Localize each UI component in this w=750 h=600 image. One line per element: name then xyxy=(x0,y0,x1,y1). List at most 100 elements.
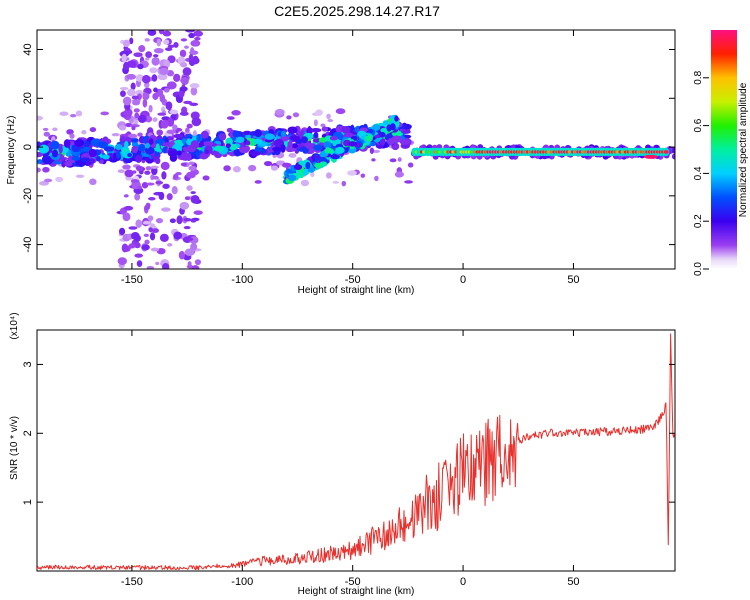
heatmap-cell xyxy=(89,178,97,186)
heatmap-cell xyxy=(156,129,164,136)
heatmap-cell xyxy=(123,61,130,71)
heatmap-cell xyxy=(145,51,153,59)
heatmap-cell xyxy=(63,139,71,148)
heatmap-cell xyxy=(180,162,187,167)
heatmap-cell xyxy=(185,127,190,133)
x-tick-label: 50 xyxy=(567,274,579,286)
heatmap-cell xyxy=(169,218,176,224)
heatmap-cell xyxy=(369,147,375,154)
y-tick-label: 20 xyxy=(22,92,34,104)
heatmap-cell xyxy=(134,193,141,201)
heatmap-cell xyxy=(191,265,200,269)
heatmap-cell xyxy=(172,124,178,131)
heatmap-cell xyxy=(370,141,376,147)
heatmap-cell xyxy=(190,242,198,251)
heatmap-cell xyxy=(37,115,44,121)
heatmap-cell xyxy=(137,132,143,137)
heatmap-cell xyxy=(123,205,134,211)
heatmap-cell xyxy=(152,117,158,122)
heatmap-cell xyxy=(168,150,178,157)
heatmap-cell xyxy=(365,135,373,142)
heatmap-cell xyxy=(371,158,376,162)
heatmap-cell xyxy=(75,110,83,117)
heatmap-cell xyxy=(102,154,110,160)
heatmap-cell xyxy=(323,141,332,149)
heatmap-cell xyxy=(75,174,85,179)
heatmap-cell xyxy=(180,38,187,42)
heatmap-cell xyxy=(88,148,97,158)
heatmap-cell xyxy=(190,86,198,96)
spectrogram-frame xyxy=(36,29,676,270)
heatmap-cell xyxy=(289,135,300,141)
heatmap-cell xyxy=(291,143,299,149)
heatmap-cell xyxy=(335,108,346,115)
heatmap-cell xyxy=(313,144,323,151)
heatmap-cell xyxy=(287,140,293,149)
heatmap-cell xyxy=(671,153,675,160)
heatmap-cell xyxy=(176,150,182,156)
heatmap-cell xyxy=(121,53,127,63)
heatmap-cell xyxy=(193,210,203,215)
heatmap-cell xyxy=(66,129,74,135)
heatmap-cell xyxy=(118,227,126,236)
heatmap-cell xyxy=(187,261,192,267)
heatmap-cell xyxy=(123,108,133,117)
y-tick-label: 40 xyxy=(22,43,34,55)
heatmap-cell xyxy=(186,123,193,129)
heatmap-cell xyxy=(162,142,171,147)
y-tick-label: -20 xyxy=(22,188,34,204)
heatmap-cell xyxy=(117,169,125,174)
heatmap-cell xyxy=(161,207,171,212)
heatmap-cell xyxy=(134,253,143,258)
heatmap-cell xyxy=(159,233,169,243)
heatmap-cell xyxy=(372,149,381,154)
heatmap-cell xyxy=(231,110,241,116)
heatmap-cell xyxy=(155,143,160,153)
heatmap-cell xyxy=(131,125,136,131)
heatmap-cell xyxy=(173,42,179,48)
colorbar-gradient xyxy=(711,30,737,269)
heatmap-cell xyxy=(128,243,136,249)
heatmap-cell xyxy=(272,146,282,152)
heatmap-cell xyxy=(71,155,81,161)
y-tick-label: 1 xyxy=(22,499,34,505)
heatmap-cell xyxy=(302,168,309,176)
heatmap-cell xyxy=(321,126,329,132)
heatmap-cell xyxy=(151,57,160,66)
heatmap-cell xyxy=(202,175,210,181)
heatmap-cell xyxy=(126,88,136,97)
heatmap-cell xyxy=(147,30,157,36)
heatmap-cell xyxy=(286,115,292,120)
heatmap-cell xyxy=(146,182,155,186)
heatmap-cell xyxy=(142,220,151,225)
heatmap-cell xyxy=(144,170,151,175)
heatmap-cell xyxy=(348,141,358,147)
heatmap-cell xyxy=(184,45,189,49)
heatmap-cell xyxy=(153,87,158,93)
heatmap-cell xyxy=(135,89,144,96)
heatmap-cell xyxy=(165,101,173,111)
heatmap-cell xyxy=(173,231,183,240)
heatmap-cell xyxy=(310,128,322,133)
heatmap-cell xyxy=(159,93,166,103)
heatmap-cell xyxy=(121,243,129,253)
heatmap-cell xyxy=(288,174,297,182)
heatmap-cell xyxy=(150,247,160,252)
heatmap-cell xyxy=(288,153,297,158)
heatmap-cell xyxy=(239,146,250,154)
heatmap-cell xyxy=(172,173,179,180)
heatmap-cell xyxy=(347,170,357,176)
heatmap-cell xyxy=(166,81,177,90)
heatmap-cell xyxy=(69,113,77,118)
heatmap-cell xyxy=(315,109,323,116)
heatmap-cell xyxy=(190,194,200,204)
heatmap-cell xyxy=(43,159,53,165)
y-tick-label: -40 xyxy=(22,237,34,253)
snr-y-label: SNR (10 * v/v) xyxy=(9,416,20,480)
heatmap-cell xyxy=(399,139,411,145)
heatmap-cell xyxy=(137,63,144,70)
heatmap-cell xyxy=(407,162,414,168)
x-tick-label: 50 xyxy=(567,576,579,588)
heatmap-cell xyxy=(158,30,165,35)
heatmap-cell xyxy=(329,135,338,141)
